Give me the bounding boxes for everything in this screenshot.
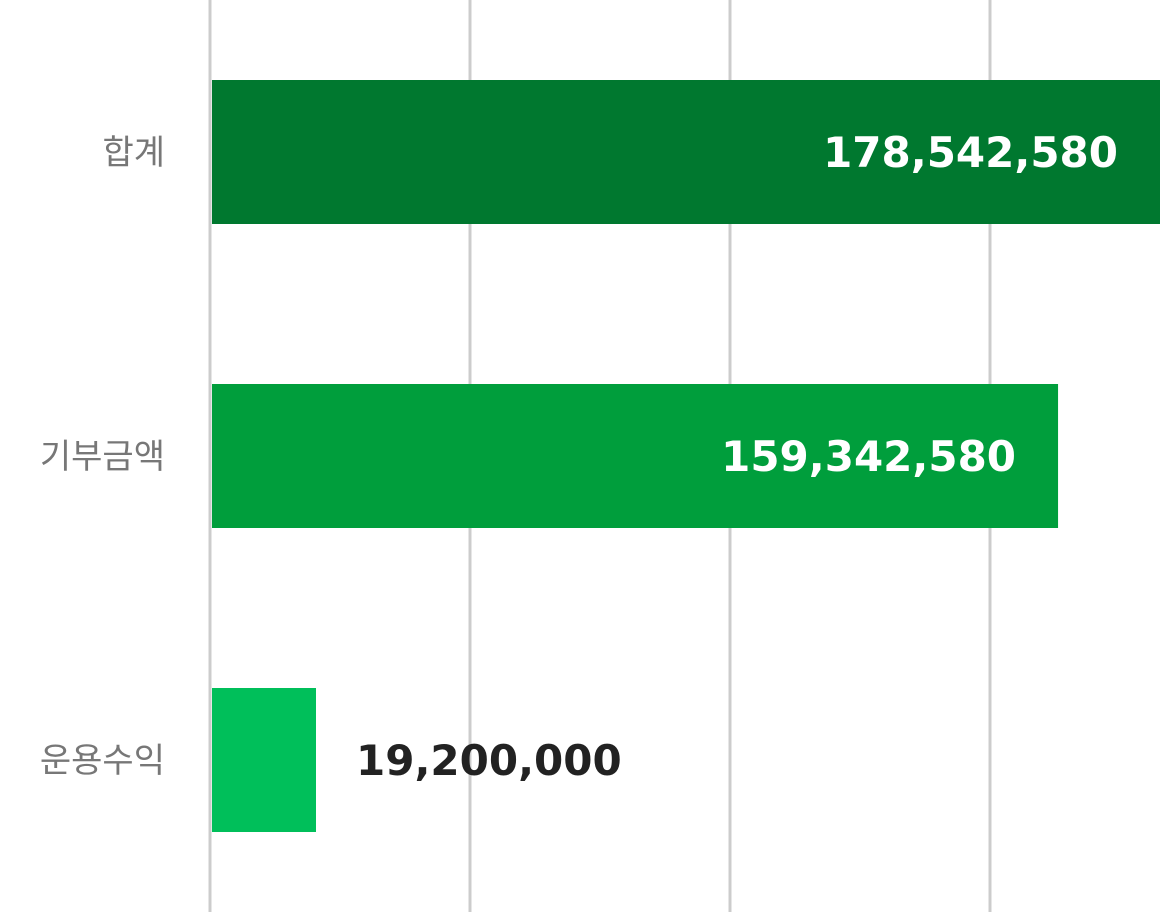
bar bbox=[212, 688, 316, 832]
bar bbox=[212, 80, 1160, 224]
bar bbox=[212, 384, 1059, 528]
value-label: 178,542,580 bbox=[823, 128, 1118, 177]
value-label: 19,200,000 bbox=[356, 736, 622, 785]
category-label: 합계 bbox=[102, 133, 165, 173]
category-label: 운용수익 bbox=[40, 741, 165, 781]
category-label: 기부금액 bbox=[40, 437, 165, 477]
value-label: 159,342,580 bbox=[721, 432, 1016, 481]
